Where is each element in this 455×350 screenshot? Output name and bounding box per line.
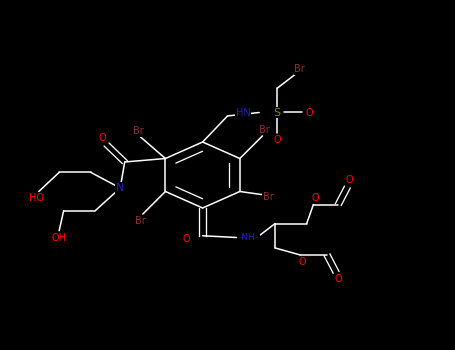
Text: Br: Br — [135, 216, 146, 226]
Text: HO: HO — [29, 194, 44, 203]
Text: O: O — [273, 135, 281, 145]
Text: O: O — [183, 234, 191, 244]
Text: N: N — [116, 183, 124, 193]
Text: HN: HN — [236, 107, 251, 118]
Text: O: O — [98, 133, 106, 143]
Text: -NH-: -NH- — [239, 233, 259, 242]
Text: Br: Br — [263, 192, 274, 202]
Text: O: O — [312, 193, 319, 203]
Text: Br: Br — [133, 126, 144, 136]
Text: Br: Br — [294, 64, 305, 74]
Text: O: O — [298, 257, 306, 267]
Text: OH: OH — [52, 233, 66, 243]
Text: O: O — [334, 274, 342, 284]
Text: O: O — [305, 107, 313, 118]
Text: O: O — [346, 175, 354, 185]
Text: Br: Br — [259, 125, 270, 135]
Text: S: S — [273, 107, 281, 118]
